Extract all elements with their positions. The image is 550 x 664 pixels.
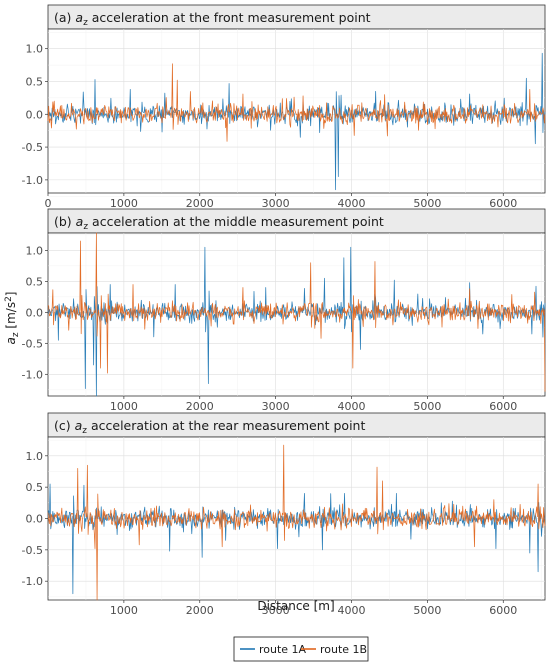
y-tick-label: 0.5 — [26, 481, 44, 494]
x-tick-label: 4000 — [338, 604, 366, 617]
facets: (a) az acceleration at the front measure… — [22, 4, 546, 617]
series-line-route-1B — [47, 444, 546, 601]
x-tick-label: 6000 — [489, 604, 517, 617]
x-tick-label: 3000 — [262, 400, 290, 413]
x-tick-label: 0 — [45, 197, 52, 210]
x-tick-label: 1000 — [110, 197, 138, 210]
y-tick-label: -0.5 — [22, 141, 43, 154]
facet-title: (a) az acceleration at the front measure… — [54, 10, 371, 28]
y-axis-title-close: ] — [4, 292, 18, 297]
x-axis-title: Distance [m] — [257, 599, 334, 613]
y-tick-label: 1.0 — [26, 450, 44, 463]
y-tick-label: 0.5 — [26, 275, 44, 288]
x-tick-label: 5000 — [413, 197, 441, 210]
y-tick-label: 0.5 — [26, 75, 44, 88]
y-tick-label: 0.0 — [26, 513, 44, 526]
x-tick-label: 5000 — [413, 400, 441, 413]
facet-strip — [47, 4, 546, 30]
y-tick-label: -1.0 — [22, 575, 43, 588]
x-tick-label: 6000 — [489, 197, 517, 210]
y-tick-label: -1.0 — [22, 174, 43, 187]
facet-strip — [47, 208, 546, 234]
series-line-route-1B — [47, 232, 546, 392]
x-tick-label: 3000 — [262, 197, 290, 210]
gridlines — [48, 29, 545, 197]
y-tick-label: -0.5 — [22, 337, 43, 350]
y-tick-label: -1.0 — [22, 368, 43, 381]
y-tick-label: 1.0 — [26, 244, 44, 257]
y-tick-label: 1.0 — [26, 43, 44, 56]
facet-3: (c) az acceleration at the rear measurem… — [22, 412, 546, 617]
y-tick-label: 0.0 — [26, 306, 44, 319]
y-tick-label: 0.0 — [26, 108, 44, 121]
y-axis-title-rest: [m/s — [4, 302, 18, 332]
x-tick-label: 2000 — [186, 604, 214, 617]
x-tick-label: 6000 — [489, 400, 517, 413]
x-tick-label: 4000 — [338, 400, 366, 413]
y-tick-label: -0.5 — [22, 544, 43, 557]
x-tick-label: 3000 — [262, 604, 290, 617]
legend-label-route-1b: route 1B — [320, 643, 367, 656]
facet-1: (a) az acceleration at the front measure… — [22, 4, 546, 210]
legend: route 1A route 1B — [233, 636, 369, 662]
x-tick-label: 4000 — [338, 197, 366, 210]
x-tick-label: 1000 — [110, 604, 138, 617]
x-tick-label: 5000 — [413, 604, 441, 617]
facet-title: (b) az acceleration at the middle measur… — [54, 214, 384, 232]
x-tick-label: 1000 — [110, 400, 138, 413]
facet-title: (c) az acceleration at the rear measurem… — [54, 418, 365, 436]
x-tick-label: 2000 — [186, 197, 214, 210]
series-line-route-1A — [47, 52, 546, 191]
y-axis-title: az [m/s2] — [4, 292, 21, 345]
y-axis-title-var: a — [4, 337, 18, 344]
facet-2: (b) az acceleration at the middle measur… — [22, 208, 546, 413]
series-line-route-1B — [47, 63, 546, 142]
x-tick-label: 2000 — [186, 400, 214, 413]
legend-label-route-1a: route 1A — [259, 643, 307, 656]
y-axis-title-sup: 2 — [4, 296, 14, 302]
y-axis-title-sub: z — [11, 332, 21, 337]
